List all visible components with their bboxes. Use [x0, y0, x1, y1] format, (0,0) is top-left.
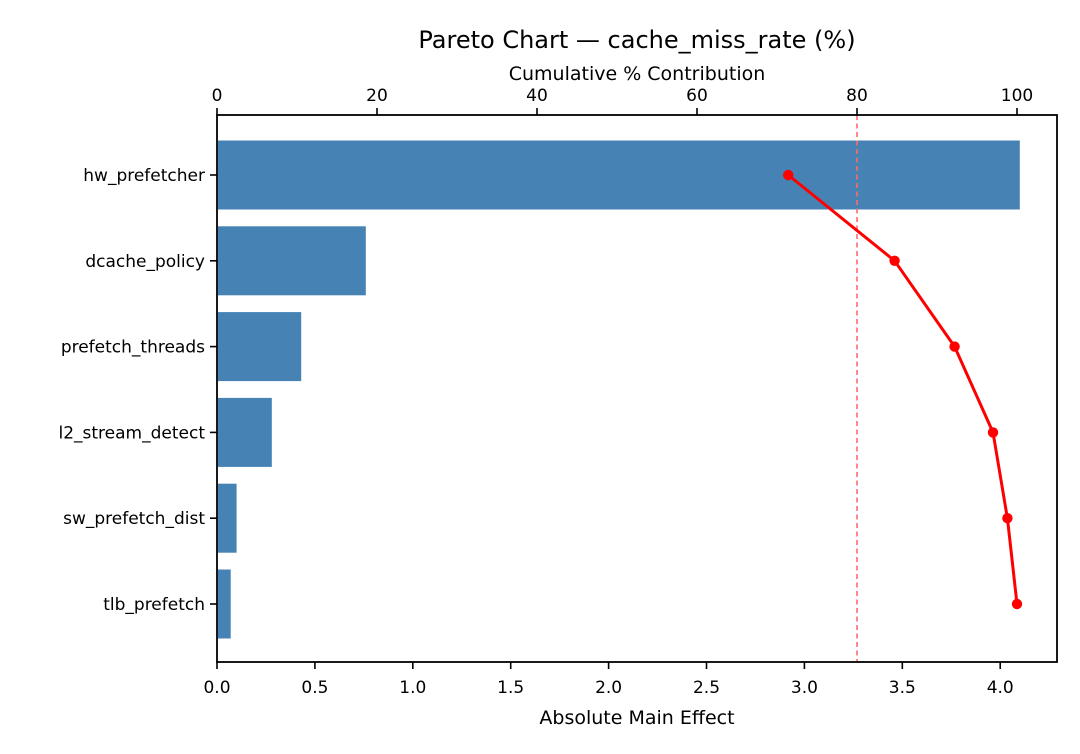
cumulative-point-hw_prefetcher [783, 169, 794, 181]
plot-area: 0 20 40 60 80 100 0.0 0.5 1.0 1.5 2.0 2.5 3.0 3.5 4.0 h… [58, 86, 1058, 698]
bottom-axis-label: Absolute Main Effect [539, 707, 734, 729]
cumulative-point-l2_stream_detect [987, 427, 999, 438]
bottom-tick-label-1.0: 1.0 [399, 678, 426, 698]
bar-l2_stream_detect [218, 397, 272, 467]
bottom-tick-label-4.0: 4.0 [987, 678, 1014, 698]
top-tick-label-100: 100 [1001, 86, 1033, 106]
bar-hw_prefetcher [218, 140, 1020, 210]
bar-dcache_policy [218, 226, 366, 296]
bar-tlb_prefetch [218, 569, 231, 639]
axes-box [216, 114, 1058, 663]
top-axis-label: Cumulative % Contribution [509, 63, 766, 85]
top-tick-label-40: 40 [526, 86, 548, 106]
top-tick-label-60: 60 [686, 86, 708, 106]
bottom-tick-label-2.5: 2.5 [693, 678, 720, 698]
category-label-dcache_policy: dcache_policy [85, 252, 205, 272]
cumulative-point-tlb_prefetch [1011, 598, 1023, 610]
cumulative-point-dcache_policy [889, 255, 900, 266]
top-tick-label-80: 80 [846, 86, 868, 106]
top-tick-label-0: 0 [212, 86, 223, 106]
bottom-tick-label-0.0: 0.0 [203, 678, 230, 698]
category-label-tlb_prefetch: tlb_prefetch [103, 595, 205, 615]
category-label-prefetch_threads: prefetch_threads [61, 338, 205, 358]
cumulative-line [786, 173, 1019, 606]
cumulative-point-prefetch_threads [949, 341, 960, 352]
chart-title: Pareto Chart — cache_miss_rate (%) [418, 26, 855, 54]
top-tick-label-20: 20 [366, 86, 388, 106]
bottom-tick-label-0.5: 0.5 [301, 678, 328, 698]
bottom-tick-label-3.0: 3.0 [791, 678, 818, 698]
category-label-l2_stream_detect: l2_stream_detect [58, 423, 205, 443]
bottom-tick-label-3.5: 3.5 [889, 678, 916, 698]
bottom-tick-label-1.5: 1.5 [497, 678, 524, 698]
bar-sw_prefetch_dist [218, 483, 237, 553]
category-label-sw_prefetch_dist: sw_prefetch_dist [63, 509, 205, 529]
bar-prefetch_threads [218, 312, 302, 382]
bottom-tick-label-2.0: 2.0 [595, 678, 622, 698]
cumulative-point-sw_prefetch_dist [1002, 513, 1013, 524]
category-label-hw_prefetcher: hw_prefetcher [83, 166, 205, 186]
